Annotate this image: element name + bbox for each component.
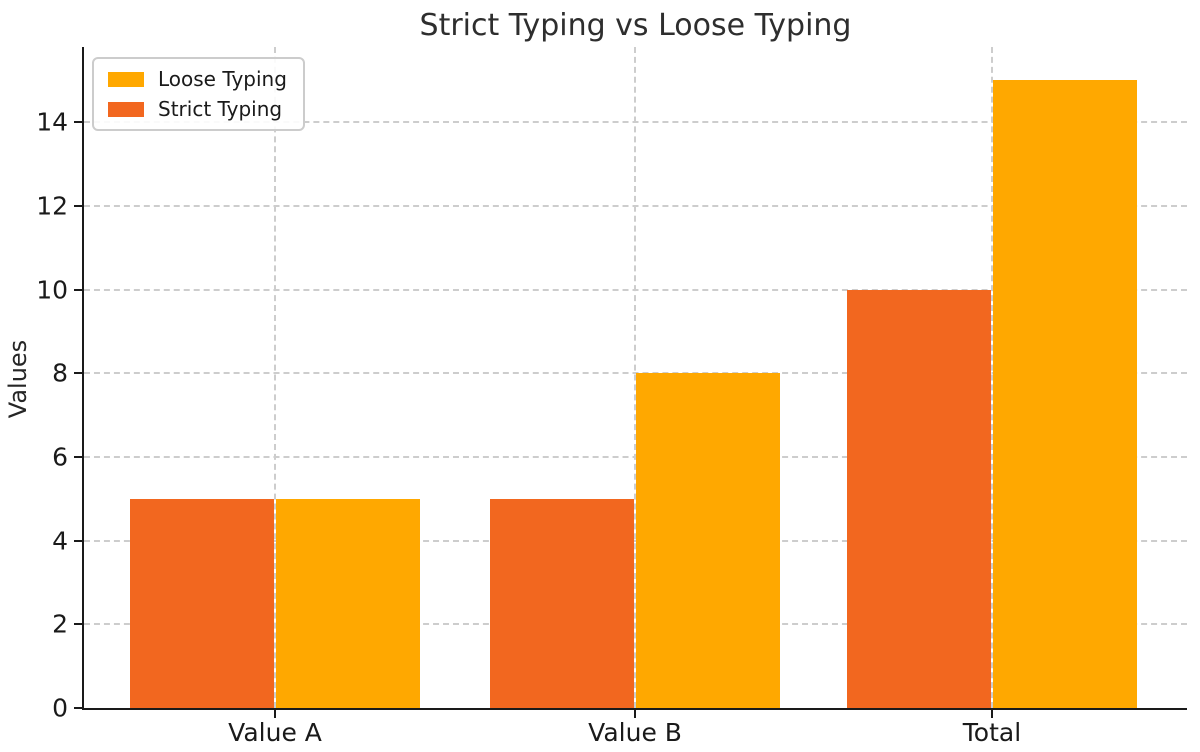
x-tick-label: Value A <box>228 718 322 747</box>
chart-title: Strict Typing vs Loose Typing <box>419 8 852 43</box>
y-tick-mark <box>74 539 82 542</box>
y-tick-label: 10 <box>36 275 68 305</box>
x-tick-label: Value B <box>588 718 682 747</box>
y-axis-spine <box>82 47 84 710</box>
y-tick-mark <box>74 455 82 458</box>
x-tick-label: Total <box>962 718 1022 747</box>
legend-swatch <box>108 101 144 117</box>
y-tick-label: 2 <box>52 609 68 639</box>
legend-entry: Strict Typing <box>108 97 287 121</box>
x-tick-mark <box>274 710 277 718</box>
bar-loose-typing-value-b <box>636 373 781 708</box>
y-tick-mark <box>74 623 82 626</box>
x-tick-mark <box>634 710 637 718</box>
legend: Loose Typing Strict Typing <box>92 57 305 131</box>
x-tick-mark <box>990 710 993 718</box>
y-tick-label: 12 <box>36 191 68 221</box>
legend-label: Loose Typing <box>158 67 287 91</box>
y-tick-label: 6 <box>52 442 68 472</box>
y-tick-label: 4 <box>52 526 68 556</box>
bar-loose-typing-total <box>992 80 1138 708</box>
y-tick-label: 14 <box>36 107 68 137</box>
y-tick-label: 8 <box>52 358 68 388</box>
y-tick-label: 0 <box>52 693 68 723</box>
gridline-vertical <box>634 47 637 708</box>
gridline-vertical <box>990 47 993 708</box>
y-tick-mark <box>74 288 82 291</box>
bar-strict-typing-value-b <box>490 498 635 708</box>
legend-swatch <box>108 71 144 87</box>
y-axis-label: Values <box>4 339 32 419</box>
legend-label: Strict Typing <box>158 97 283 121</box>
y-tick-mark <box>74 121 82 124</box>
x-axis-spine <box>82 708 1187 710</box>
bar-strict-typing-value-a <box>129 498 275 708</box>
y-tick-mark <box>74 204 82 207</box>
bar-loose-typing-value-a <box>276 498 421 708</box>
y-tick-mark <box>74 707 82 709</box>
gridline-vertical <box>274 47 277 708</box>
legend-entry: Loose Typing <box>108 67 287 91</box>
y-tick-mark <box>74 372 82 375</box>
bar-strict-typing-total <box>846 289 991 708</box>
